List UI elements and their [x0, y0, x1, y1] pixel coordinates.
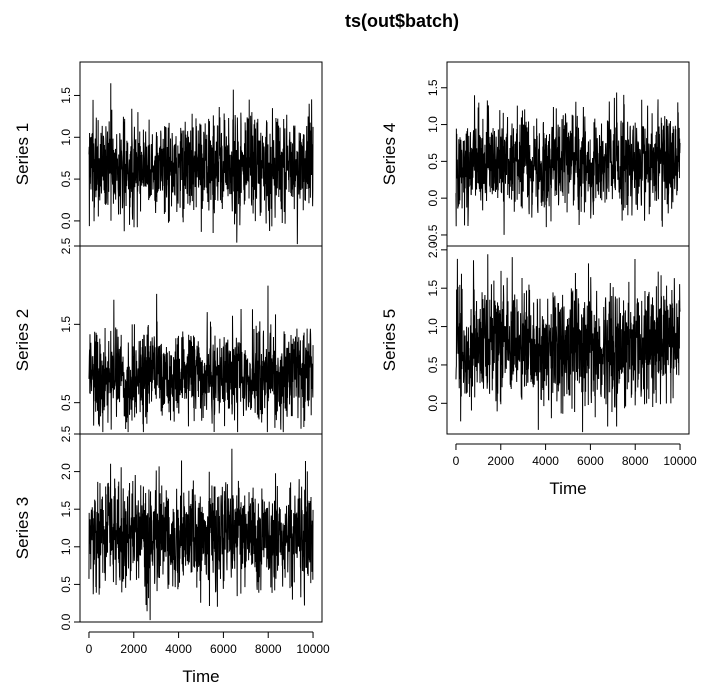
y-tick-label: 1.0 — [426, 318, 440, 335]
panel-frame — [446, 245, 690, 435]
y-tick-label: 1.0 — [59, 538, 73, 555]
panel-3: 0.0 0.5 1.0 1.5 2.0 2.5 Series 3 — [13, 425, 323, 630]
panels: 0.0 0.5 1.0 1.5 Series 1 0.5 1.5 2.5 Series 2 0.0… — [13, 61, 690, 630]
panel-frame — [79, 433, 323, 623]
panel-4: -0.5 0.0 0.5 1.0 1.5 Series 4 — [380, 61, 690, 247]
series-trace — [88, 285, 314, 433]
chart-title: ts(out$batch) — [345, 11, 459, 31]
y-tick-label: 1.5 — [426, 79, 440, 96]
y-tick-label: 1.5 — [59, 501, 73, 518]
x-tick-label: 10000 — [296, 642, 330, 656]
x-axis-2: 0 2000 4000 6000 8000 10000 Time — [453, 443, 697, 498]
x-axes: 0 2000 4000 6000 8000 10000 Time 0 2000 4000 6000 8… — [86, 443, 697, 686]
y-tick-label: 1.5 — [426, 280, 440, 297]
x-tick-label: 2000 — [487, 454, 514, 468]
series-trace — [88, 83, 314, 245]
y-tick-label: 0.5 — [59, 394, 73, 411]
series-label: Series 1 — [13, 123, 32, 185]
y-tick-label: 1.5 — [59, 316, 73, 333]
y-tick-label: 1.0 — [426, 116, 440, 133]
series-label: Series 2 — [13, 309, 32, 371]
x-axis-1: 0 2000 4000 6000 8000 10000 Time — [86, 631, 330, 686]
y-tick-label: 2.5 — [59, 237, 73, 254]
y-tick-label: 0.0 — [59, 613, 73, 630]
x-axis-label: Time — [549, 479, 586, 498]
x-tick-label: 4000 — [165, 642, 192, 656]
y-tick-label: 1.0 — [59, 129, 73, 146]
x-tick-label: 4000 — [532, 454, 559, 468]
x-tick-label: 8000 — [255, 642, 282, 656]
series-trace — [455, 92, 681, 235]
y-tick-label: 0.0 — [426, 395, 440, 412]
panel-2: 0.5 1.5 2.5 Series 2 — [13, 237, 323, 435]
series-label: Series 4 — [380, 123, 399, 185]
x-tick-label: 8000 — [622, 454, 649, 468]
x-tick-label: 0 — [86, 642, 93, 656]
y-tick-label: 0.0 — [426, 189, 440, 206]
y-tick-label: 2.0 — [426, 241, 440, 258]
x-axis-label: Time — [182, 667, 219, 686]
y-tick-label: 2.5 — [59, 425, 73, 442]
y-tick-label: 0.5 — [426, 356, 440, 373]
series-trace — [455, 254, 681, 433]
y-tick-label: 0.0 — [59, 212, 73, 229]
series-label: Series 3 — [13, 497, 32, 559]
x-tick-label: 10000 — [663, 454, 697, 468]
panel-5: 0.0 0.5 1.0 1.5 2.0 Series 5 — [380, 241, 690, 435]
x-tick-label: 2000 — [120, 642, 147, 656]
y-tick-label: 0.5 — [426, 153, 440, 170]
y-tick-label: -0.5 — [426, 224, 440, 245]
y-tick-label: 1.5 — [59, 87, 73, 104]
series-trace — [88, 448, 314, 621]
y-tick-label: 0.5 — [59, 576, 73, 593]
x-tick-label: 6000 — [577, 454, 604, 468]
y-tick-label: 0.5 — [59, 170, 73, 187]
panel-1: 0.0 0.5 1.0 1.5 Series 1 — [13, 61, 323, 247]
x-tick-label: 0 — [453, 454, 460, 468]
series-label: Series 5 — [380, 309, 399, 371]
y-tick-label: 2.0 — [59, 463, 73, 480]
x-tick-label: 6000 — [210, 642, 237, 656]
